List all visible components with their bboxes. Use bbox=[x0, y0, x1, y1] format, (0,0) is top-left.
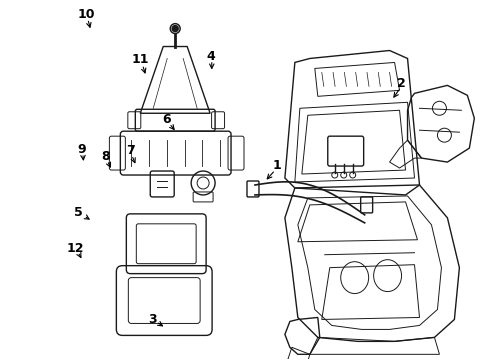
Text: 11: 11 bbox=[131, 53, 148, 66]
Text: 10: 10 bbox=[77, 8, 95, 21]
Text: 2: 2 bbox=[397, 77, 406, 90]
Text: 5: 5 bbox=[74, 206, 83, 219]
Text: 9: 9 bbox=[77, 143, 86, 156]
Text: 4: 4 bbox=[206, 50, 215, 63]
Text: 12: 12 bbox=[66, 242, 84, 255]
Circle shape bbox=[170, 24, 180, 33]
Text: 3: 3 bbox=[148, 312, 156, 326]
Text: 1: 1 bbox=[272, 159, 281, 172]
Text: 8: 8 bbox=[101, 150, 110, 163]
Circle shape bbox=[172, 26, 178, 32]
Text: 7: 7 bbox=[126, 144, 135, 157]
Text: 6: 6 bbox=[163, 113, 171, 126]
